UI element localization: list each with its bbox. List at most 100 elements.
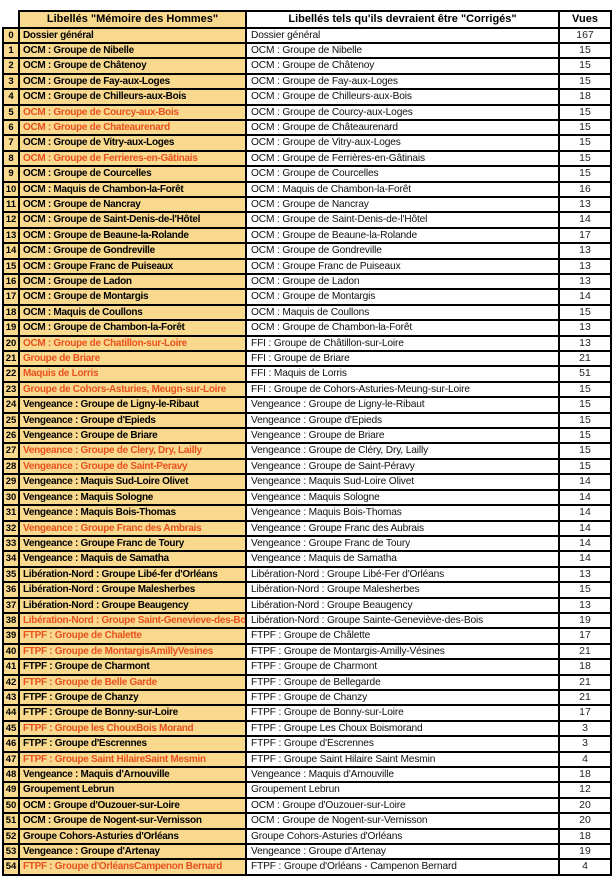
table-row: 21 Groupe de Briare FFI : Groupe de Briare… (2, 350, 612, 368)
row-index-cell: 1 (2, 41, 20, 60)
row-index-cell: 33 (2, 534, 20, 553)
table-row: 46 FTPF : Groupe d'Escrennes FTPF : Groupe… (2, 735, 612, 753)
views-count-cell: 15 (558, 118, 612, 137)
original-label-cell-error: Vengeance : Groupe de Clery, Dry, Lailly (18, 442, 247, 460)
views-count-cell: 13 (558, 257, 612, 276)
table-row: 23 Groupe de Cohors-Asturies, Meugn-sur-L… (2, 380, 612, 399)
original-label-cell-error: FTPF : Groupe Saint HilaireSaint Mesmin (18, 750, 247, 769)
corrected-label-cell: FTPF : Groupe de Bellegarde (245, 673, 560, 691)
header-original-labels: Libellés "Mémoire des Hommes" (18, 10, 247, 29)
original-label-cell: Vengeance : Maquis Sologne (18, 488, 247, 507)
row-index-cell: 28 (2, 457, 20, 476)
original-label-cell: Groupement Lebrun (18, 781, 247, 799)
row-index-cell: 48 (2, 765, 20, 784)
views-count-cell: 15 (558, 165, 612, 183)
row-index-cell: 36 (2, 581, 20, 599)
row-index-cell: 2 (2, 57, 20, 75)
views-count-cell: 15 (558, 442, 612, 460)
row-index-cell: 30 (2, 488, 20, 507)
corrected-label-cell: Vengeance : Maquis Sologne (245, 488, 560, 507)
row-index-cell: 34 (2, 550, 20, 568)
original-label-cell: OCM : Groupe Franc de Puiseaux (18, 257, 247, 276)
original-label-cell-error: FTPF : Groupe d'OrléansCampenon Bernard (18, 858, 247, 876)
views-count-cell: 14 (558, 473, 612, 491)
table-row: 19 OCM : Groupe de Chambon-la-Forêt OCM : … (2, 319, 612, 337)
views-count-cell: 21 (558, 688, 612, 707)
table-row: 18 OCM : Maquis de Coullons OCM : Maquis d… (2, 303, 612, 322)
original-label-cell: Libération-Nord : Groupe Malesherbes (18, 581, 247, 599)
views-count-cell: 20 (558, 796, 612, 815)
views-count-cell: 13 (558, 242, 612, 260)
row-index-cell: 51 (2, 812, 20, 830)
row-index-cell: 6 (2, 118, 20, 137)
original-label-cell: OCM : Maquis de Coullons (18, 303, 247, 322)
table-row: 6 OCM : Groupe de Chateaurenard OCM : Grou… (2, 118, 612, 137)
corrected-label-cell: FTPF : Groupe Les Choux Boismorand (245, 719, 560, 738)
header-row: Libellés "Mémoire des Hommes" Libellés t… (3, 10, 612, 29)
corrected-label-cell: Libération-Nord : Groupe Beaugency (245, 596, 560, 614)
corrected-label-cell: FTPF : Groupe de Montargis-Amilly-Vésine… (245, 642, 560, 661)
original-label-cell-error: FTPF : Groupe les ChouxBois Morand (18, 719, 247, 738)
table-row: 33 Vengeance : Groupe Franc de Toury Venge… (2, 534, 612, 553)
table-row: 9 OCM : Groupe de Courcelles OCM : Groupe … (2, 165, 612, 183)
views-count-cell: 15 (558, 303, 612, 322)
row-index-cell: 22 (2, 365, 20, 383)
table-row: 31 Vengeance : Maquis Bois-Thomas Vengeanc… (2, 504, 612, 522)
corrected-label-cell: OCM : Groupe de Chilleurs-aux-Bois (245, 88, 560, 106)
row-index-cell: 42 (2, 673, 20, 691)
views-count-cell: 21 (558, 642, 612, 661)
views-count-cell: 13 (558, 272, 612, 291)
views-count-cell: 16 (558, 180, 612, 198)
corrected-label-cell: Libération-Nord : Groupe Libé-Fer d'Orlé… (245, 565, 560, 584)
original-label-cell: OCM : Groupe de Beaune-la-Rolande (18, 226, 247, 245)
row-index-cell: 24 (2, 396, 20, 414)
corrected-label-cell: FFI : Groupe de Briare (245, 350, 560, 368)
original-label-cell: OCM : Groupe de Ladon (18, 272, 247, 291)
views-count-cell: 14 (558, 519, 612, 537)
table-row: 22 Maquis de Lorris FFI : Maquis de Lorris… (2, 365, 612, 383)
corrected-label-cell: Vengeance : Groupe d'Epieds (245, 411, 560, 430)
views-count-cell: 15 (558, 57, 612, 75)
views-count-cell: 13 (558, 334, 612, 353)
table-row: 20 OCM : Groupe de Chatillon-sur-Loire FFI… (2, 334, 612, 353)
original-label-cell: OCM : Groupe de Chambon-la-Forêt (18, 319, 247, 337)
corrected-label-cell: OCM : Groupe de Courcy-aux-Loges (245, 103, 560, 121)
original-label-cell: OCM : Groupe de Chilleurs-aux-Bois (18, 88, 247, 106)
views-count-cell: 18 (558, 827, 612, 846)
corrected-label-cell: OCM : Groupe de Beaune-la-Rolande (245, 226, 560, 245)
row-index-cell: 15 (2, 257, 20, 276)
corrected-label-cell: FTPF : Groupe de Chanzy (245, 688, 560, 707)
header-views: Vues (558, 10, 612, 29)
row-index-cell: 32 (2, 519, 20, 537)
corrected-label-cell: OCM : Groupe de Saint-Denis-de-l'Hôtel (245, 211, 560, 229)
original-label-cell: OCM : Groupe d'Ouzouer-sur-Loire (18, 796, 247, 815)
views-count-cell: 3 (558, 735, 612, 753)
corrected-label-cell: Vengeance : Maquis Bois-Thomas (245, 504, 560, 522)
corrected-label-cell: OCM : Groupe de Fay-aux-Loges (245, 72, 560, 91)
original-label-cell: FTPF : Groupe de Charmont (18, 658, 247, 676)
table-row: 2 OCM : Groupe de Châtenoy OCM : Groupe de… (2, 57, 612, 75)
corrected-label-cell: OCM : Groupe d'Ouzouer-sur-Loire (245, 796, 560, 815)
corrected-label-cell: FTPF : Groupe de Châlette (245, 627, 560, 645)
original-label-cell: OCM : Groupe de Nibelle (18, 41, 247, 60)
original-label-cell-error: Maquis de Lorris (18, 365, 247, 383)
row-index-cell: 3 (2, 72, 20, 91)
table-row: 14 OCM : Groupe de Gondreville OCM : Group… (2, 242, 612, 260)
corrected-label-cell: Groupement Lebrun (245, 781, 560, 799)
views-count-cell: 15 (558, 411, 612, 430)
original-label-cell: Vengeance : Maquis Sud-Loire Olivet (18, 473, 247, 491)
table-row: 17 OCM : Groupe de Montargis OCM : Groupe … (2, 288, 612, 306)
row-index-cell: 45 (2, 719, 20, 738)
row-index-cell: 49 (2, 781, 20, 799)
table-row: 32 Vengeance : Groupe Franc des Ambrais Ve… (2, 519, 612, 537)
table-row: 11 OCM : Groupe de Nancray OCM : Groupe de… (2, 195, 612, 214)
corrected-label-cell: OCM : Groupe de Vitry-aux-Loges (245, 134, 560, 152)
views-count-cell: 15 (558, 457, 612, 476)
views-count-cell: 14 (558, 211, 612, 229)
table-row: 3 OCM : Groupe de Fay-aux-Loges OCM : Grou… (2, 72, 612, 91)
table-row: 48 Vengeance : Maquis d'Arnouville Vengean… (2, 765, 612, 784)
original-label-cell: OCM : Groupe de Châtenoy (18, 57, 247, 75)
table-header: Libellés "Mémoire des Hommes" Libellés t… (3, 10, 612, 29)
corrected-label-cell: OCM : Groupe Franc de Puiseaux (245, 257, 560, 276)
